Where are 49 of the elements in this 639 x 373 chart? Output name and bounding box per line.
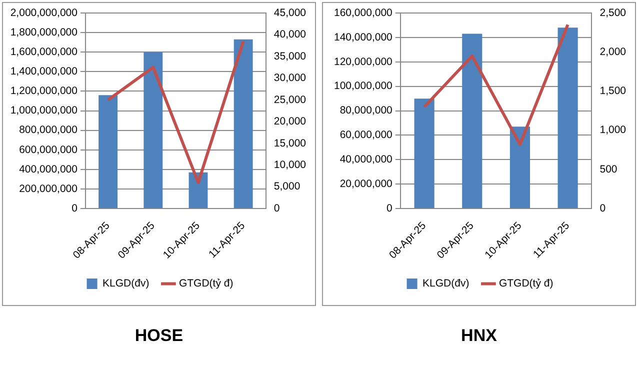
y-tick-label: 1,200,000,000 xyxy=(10,85,78,98)
y-tick-label: 1,400,000,000 xyxy=(10,66,78,78)
y-tick-label: 800,000,000 xyxy=(19,124,78,136)
y-tick-label: 0 xyxy=(72,202,78,214)
y-tick-label: 100,000,000 xyxy=(334,80,393,92)
text: HNX xyxy=(460,326,498,346)
y-tick-label: 400,000,000 xyxy=(19,163,78,176)
y2-tick-label: 35,000 xyxy=(274,50,306,62)
y-tick-label: 1,800,000,000 xyxy=(10,26,78,38)
y2-tick-label: 1,500 xyxy=(600,85,626,98)
bar xyxy=(558,28,578,208)
bar xyxy=(98,95,118,208)
y2-tick-label: 5,000 xyxy=(274,180,300,193)
y-tick-label: 2,000,000,000 xyxy=(10,6,78,19)
y2-tick-label: 40,000 xyxy=(274,28,306,41)
bar xyxy=(510,126,530,208)
y2-tick-label: 500 xyxy=(600,163,618,176)
legend-label: KLGD(đv) xyxy=(102,278,150,290)
y2-tick-label: 45,000 xyxy=(274,6,306,19)
y-tick-label: 20,000,000 xyxy=(340,178,393,190)
y2-tick-label: 10,000 xyxy=(274,159,306,172)
y-tick-label: 1,600,000,000 xyxy=(10,46,78,58)
y2-tick-label: 0 xyxy=(274,202,280,214)
bar xyxy=(234,39,253,208)
y2-tick-label: 25,000 xyxy=(274,94,306,106)
y-tick-label: 600,000,000 xyxy=(19,144,78,156)
text: HOSE xyxy=(134,326,184,346)
y-tick-label: 80,000,000 xyxy=(340,104,393,117)
y-tick-label: 0 xyxy=(386,202,393,214)
y2-tick-label: 2,500 xyxy=(600,6,626,19)
bar xyxy=(144,52,163,208)
legend-label: GTGD(tỷ đ) xyxy=(498,278,554,290)
y-tick-label: 200,000,000 xyxy=(19,182,78,195)
y-tick-label: 1,000,000,000 xyxy=(10,104,78,117)
y2-tick-label: 20,000 xyxy=(274,116,306,128)
y-tick-label: 40,000,000 xyxy=(340,154,393,166)
y2-tick-label: 2,000 xyxy=(600,46,626,58)
y2-tick-label: 30,000 xyxy=(274,72,306,84)
y2-tick-label: 0 xyxy=(600,202,606,214)
legend-label: GTGD(tỷ đ) xyxy=(178,278,234,290)
bar xyxy=(414,98,434,208)
bar xyxy=(462,34,482,208)
y2-tick-label: 1,000 xyxy=(600,124,626,136)
y-tick-label: 60,000,000 xyxy=(340,129,393,142)
y-tick-label: 140,000,000 xyxy=(334,31,393,44)
y2-tick-label: 15,000 xyxy=(274,137,306,150)
legend-label: KLGD(đv) xyxy=(422,278,470,290)
y-tick-label: 120,000,000 xyxy=(334,56,393,68)
y-tick-label: 160,000,000 xyxy=(334,6,393,19)
